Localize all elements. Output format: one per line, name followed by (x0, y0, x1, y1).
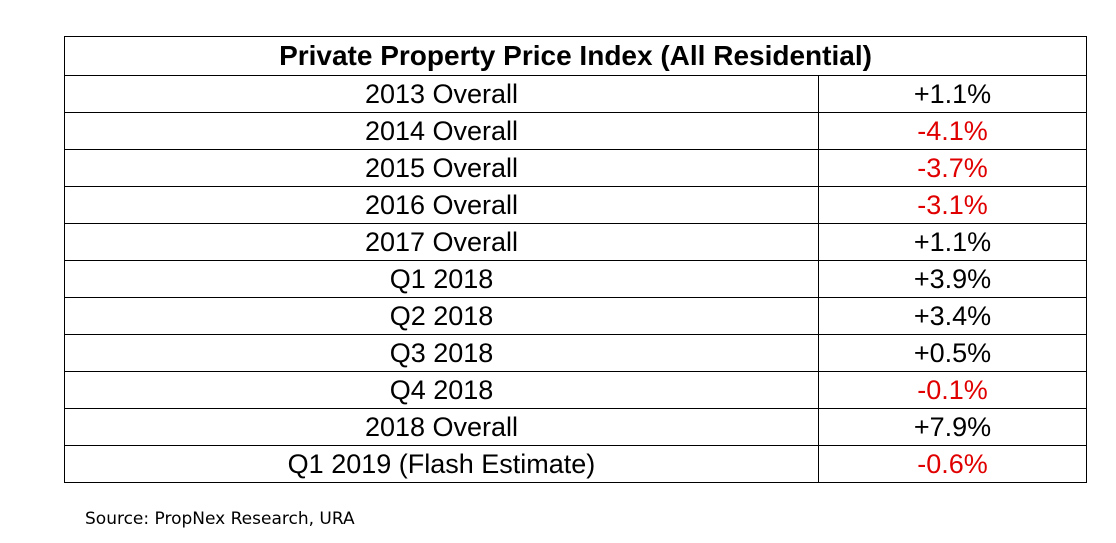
table-row: Q3 2018 +0.5% (64, 334, 1087, 372)
change-value-cell: -3.7% (818, 149, 1087, 187)
period-cell: 2017 Overall (64, 223, 819, 261)
change-value-cell: +3.4% (818, 297, 1087, 335)
change-value-cell: +1.1% (818, 75, 1087, 113)
change-value-cell: -4.1% (818, 112, 1087, 150)
table-row: 2017 Overall +1.1% (64, 223, 1087, 261)
table-row: 2014 Overall -4.1% (64, 112, 1087, 150)
change-value-cell: -0.1% (818, 371, 1087, 409)
change-value-cell: -3.1% (818, 186, 1087, 224)
period-cell: 2013 Overall (64, 75, 819, 113)
period-cell: Q1 2019 (Flash Estimate) (64, 445, 819, 483)
table-title: Private Property Price Index (All Reside… (64, 36, 1087, 76)
table-row: Q4 2018 -0.1% (64, 371, 1087, 409)
table-row: 2018 Overall +7.9% (64, 408, 1087, 446)
period-cell: Q3 2018 (64, 334, 819, 372)
price-index-table: Private Property Price Index (All Reside… (64, 36, 1087, 483)
period-cell: 2015 Overall (64, 149, 819, 187)
table-row: 2013 Overall +1.1% (64, 75, 1087, 113)
table-row: Q2 2018 +3.4% (64, 297, 1087, 335)
period-cell: 2018 Overall (64, 408, 819, 446)
table-body: 2013 Overall +1.1% 2014 Overall -4.1% 2015 O… (64, 75, 1087, 483)
table-row: Q1 2019 (Flash Estimate) -0.6% (64, 445, 1087, 483)
period-cell: 2014 Overall (64, 112, 819, 150)
table-row: 2016 Overall -3.1% (64, 186, 1087, 224)
change-value-cell: +3.9% (818, 260, 1087, 298)
source-note: Source: PropNex Research, URA (85, 509, 355, 529)
change-value-cell: +0.5% (818, 334, 1087, 372)
change-value-cell: +1.1% (818, 223, 1087, 261)
price-index-table-container: Private Property Price Index (All Reside… (64, 36, 1087, 483)
change-value-cell: +7.9% (818, 408, 1087, 446)
period-cell: 2016 Overall (64, 186, 819, 224)
period-cell: Q1 2018 (64, 260, 819, 298)
table-row: 2015 Overall -3.7% (64, 149, 1087, 187)
table-title-row: Private Property Price Index (All Reside… (64, 36, 1087, 76)
change-value-cell: -0.6% (818, 445, 1087, 483)
table-row: Q1 2018 +3.9% (64, 260, 1087, 298)
period-cell: Q4 2018 (64, 371, 819, 409)
period-cell: Q2 2018 (64, 297, 819, 335)
